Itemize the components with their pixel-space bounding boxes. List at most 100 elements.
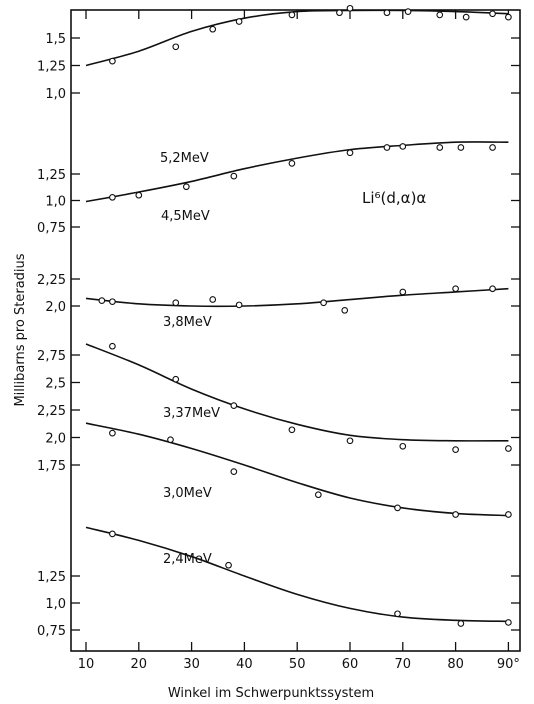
data-point bbox=[346, 149, 354, 157]
series-curves bbox=[85, 9, 509, 623]
x-tick-label: 30 bbox=[183, 657, 200, 672]
data-point bbox=[505, 619, 512, 626]
data-point bbox=[457, 144, 465, 151]
data-point bbox=[288, 426, 296, 434]
y-tick-label: 2,25 bbox=[37, 404, 66, 419]
series-curve bbox=[85, 343, 509, 442]
y-tick-label: 2,75 bbox=[37, 349, 66, 364]
data-point bbox=[209, 25, 217, 33]
data-point bbox=[383, 144, 391, 151]
data-point bbox=[230, 172, 238, 180]
data-point bbox=[230, 402, 238, 409]
x-tick-label: 70 bbox=[395, 657, 412, 672]
y-tick-label: 2,0 bbox=[45, 432, 66, 447]
y-tick-label: 2,5 bbox=[45, 377, 66, 392]
data-point bbox=[135, 191, 143, 199]
y-tick-label: 1,25 bbox=[37, 570, 66, 585]
series-label: 3,37MeV bbox=[163, 406, 220, 421]
data-point bbox=[314, 491, 322, 499]
data-point bbox=[394, 610, 401, 618]
data-point bbox=[109, 342, 116, 350]
data-point bbox=[172, 299, 180, 307]
data-point bbox=[436, 11, 444, 19]
plot-frame bbox=[70, 9, 521, 652]
data-point bbox=[404, 8, 412, 15]
data-point bbox=[383, 9, 391, 17]
y-tick-label: 1,25 bbox=[37, 60, 66, 75]
y-tick-label: 1,25 bbox=[37, 168, 66, 183]
series-curve bbox=[85, 422, 509, 517]
x-tick-label: 90° bbox=[497, 657, 520, 672]
series-curve bbox=[85, 526, 509, 623]
data-point bbox=[346, 4, 354, 12]
series-label: 3,0MeV bbox=[163, 486, 212, 501]
data-point bbox=[209, 296, 217, 303]
data-point bbox=[489, 10, 496, 18]
data-point bbox=[109, 57, 116, 65]
y-tick-label: 1,0 bbox=[45, 195, 66, 210]
data-point bbox=[109, 530, 116, 538]
data-point bbox=[489, 144, 496, 151]
reaction-annotation: Li⁶(d,α)α bbox=[362, 189, 426, 207]
data-point bbox=[225, 561, 232, 569]
x-tick-label: 20 bbox=[131, 657, 148, 672]
data-point bbox=[235, 301, 243, 309]
series-label: 3,8MeV bbox=[163, 315, 212, 330]
x-tick-label: 10 bbox=[78, 657, 95, 672]
data-point bbox=[109, 298, 116, 306]
series-label: 5,2MeV bbox=[160, 151, 209, 166]
x-tick-label: 40 bbox=[236, 657, 253, 672]
data-point bbox=[235, 18, 243, 25]
data-point bbox=[109, 429, 116, 437]
y-tick-label: 0,75 bbox=[37, 221, 66, 236]
y-axis-ticks: 1,5 1,25 1,0 1,25 1,0 0,75 2,25 2,0 2,75 2,5 2,25 2… bbox=[37, 32, 520, 639]
series-curve bbox=[85, 287, 509, 308]
data-point bbox=[172, 43, 180, 51]
series-labels: 5,2MeV 4,5MeV 3,8MeV 3,37MeV 3,0MeV 2,4MeV bbox=[160, 151, 220, 567]
data-point bbox=[109, 193, 116, 201]
x-axis-ticks: 10 20 30 40 50 60 70 80 90° bbox=[78, 10, 520, 672]
data-point bbox=[394, 504, 401, 512]
y-tick-label: 0,75 bbox=[37, 624, 66, 639]
x-axis-title: Winkel im Schwerpunktssystem bbox=[168, 686, 374, 701]
data-point bbox=[288, 160, 296, 167]
x-tick-label: 80 bbox=[447, 657, 464, 672]
data-point bbox=[489, 285, 496, 293]
data-point bbox=[172, 375, 180, 383]
y-tick-label: 1,5 bbox=[45, 32, 66, 47]
data-point bbox=[399, 288, 407, 296]
data-point bbox=[505, 445, 512, 452]
data-point bbox=[288, 11, 296, 19]
data-point bbox=[320, 299, 327, 307]
data-point bbox=[341, 306, 349, 314]
data-point bbox=[230, 468, 238, 475]
data-point bbox=[167, 436, 174, 444]
series-label: 2,4MeV bbox=[163, 552, 212, 567]
data-point bbox=[346, 437, 354, 445]
data-point bbox=[452, 285, 459, 293]
data-point bbox=[457, 620, 465, 627]
y-tick-label: 1,0 bbox=[45, 87, 66, 102]
data-points bbox=[98, 4, 512, 627]
x-tick-label: 50 bbox=[289, 657, 306, 672]
y-tick-label: 1,0 bbox=[45, 597, 66, 612]
data-point bbox=[452, 511, 459, 518]
y-tick-label: 2,25 bbox=[37, 273, 66, 288]
x-tick-label: 60 bbox=[342, 657, 359, 672]
plot-border bbox=[70, 9, 521, 652]
data-point bbox=[462, 13, 470, 21]
data-point bbox=[399, 442, 407, 450]
data-point bbox=[505, 511, 512, 518]
data-point bbox=[336, 9, 343, 17]
y-tick-label: 2,0 bbox=[45, 300, 66, 315]
series-label: 4,5MeV bbox=[161, 209, 210, 224]
data-point bbox=[436, 144, 444, 151]
data-point bbox=[505, 13, 512, 21]
data-point bbox=[98, 297, 106, 304]
y-axis-title: Millibarns pro Steradius bbox=[13, 253, 28, 406]
y-tick-label: 1,75 bbox=[37, 459, 66, 474]
data-point bbox=[399, 143, 407, 150]
data-point bbox=[182, 183, 190, 191]
series-curve bbox=[85, 9, 509, 67]
